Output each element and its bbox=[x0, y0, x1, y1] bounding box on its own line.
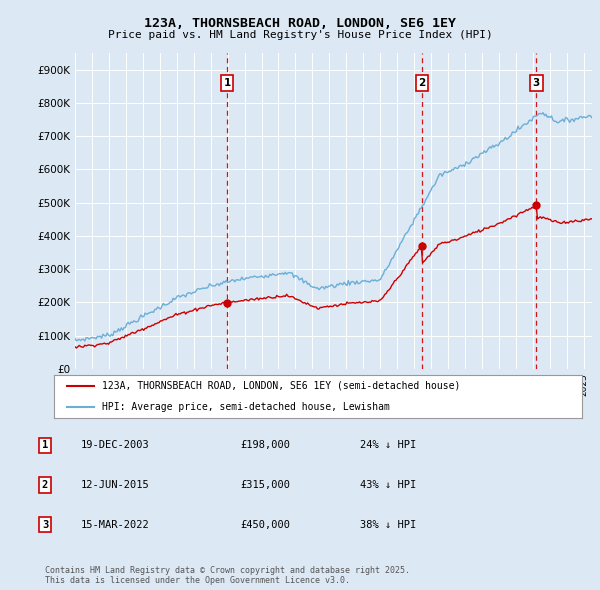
Text: 123A, THORNSBEACH ROAD, LONDON, SE6 1EY: 123A, THORNSBEACH ROAD, LONDON, SE6 1EY bbox=[144, 17, 456, 30]
Text: 1: 1 bbox=[42, 441, 48, 450]
Text: HPI: Average price, semi-detached house, Lewisham: HPI: Average price, semi-detached house,… bbox=[101, 402, 389, 412]
Text: £198,000: £198,000 bbox=[240, 441, 290, 450]
Text: 12-JUN-2015: 12-JUN-2015 bbox=[81, 480, 150, 490]
Text: 2: 2 bbox=[42, 480, 48, 490]
Text: 15-MAR-2022: 15-MAR-2022 bbox=[81, 520, 150, 529]
Text: £315,000: £315,000 bbox=[240, 480, 290, 490]
Text: £450,000: £450,000 bbox=[240, 520, 290, 529]
Text: Price paid vs. HM Land Registry's House Price Index (HPI): Price paid vs. HM Land Registry's House … bbox=[107, 30, 493, 40]
Text: 123A, THORNSBEACH ROAD, LONDON, SE6 1EY (semi-detached house): 123A, THORNSBEACH ROAD, LONDON, SE6 1EY … bbox=[101, 381, 460, 391]
Text: 38% ↓ HPI: 38% ↓ HPI bbox=[360, 520, 416, 529]
Text: Contains HM Land Registry data © Crown copyright and database right 2025.
This d: Contains HM Land Registry data © Crown c… bbox=[45, 566, 410, 585]
Text: 19-DEC-2003: 19-DEC-2003 bbox=[81, 441, 150, 450]
Text: 24% ↓ HPI: 24% ↓ HPI bbox=[360, 441, 416, 450]
Text: 3: 3 bbox=[42, 520, 48, 529]
Text: 43% ↓ HPI: 43% ↓ HPI bbox=[360, 480, 416, 490]
Text: 2: 2 bbox=[418, 78, 425, 88]
Text: 1: 1 bbox=[223, 78, 231, 88]
Text: 3: 3 bbox=[533, 78, 540, 88]
